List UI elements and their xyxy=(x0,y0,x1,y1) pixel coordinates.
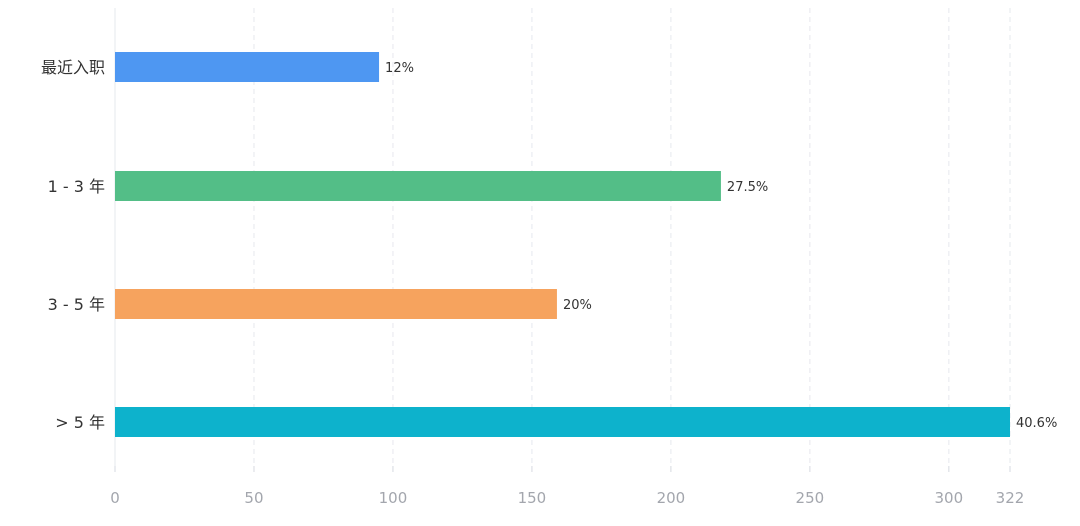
bar xyxy=(115,52,380,82)
y-axis-labels: 最近入职 1 - 3 年 3 - 5 年 > 5 年 xyxy=(41,58,105,432)
x-tick-label: 150 xyxy=(518,489,547,507)
bars xyxy=(115,52,1010,437)
y-category-label: 最近入职 xyxy=(41,58,105,77)
bar-data-label: 12% xyxy=(385,61,414,76)
x-tick-label: 300 xyxy=(935,489,964,507)
x-tick-label: 50 xyxy=(244,489,263,507)
data-labels: 12% 27.5% 20% 40.6% xyxy=(385,61,1057,431)
y-category-label: > 5 年 xyxy=(55,413,105,432)
bar-data-label: 27.5% xyxy=(727,180,768,195)
x-tick-label: 250 xyxy=(796,489,825,507)
x-tick-label: 200 xyxy=(657,489,686,507)
x-tick-label: 100 xyxy=(379,489,408,507)
x-tick-label: 0 xyxy=(110,489,120,507)
bar xyxy=(115,407,1010,437)
x-tick-label: 322 xyxy=(996,489,1025,507)
bar-data-label: 40.6% xyxy=(1016,416,1057,431)
y-category-label: 3 - 5 年 xyxy=(48,295,105,314)
grid-lines xyxy=(114,8,1011,472)
bar xyxy=(115,289,557,319)
bar-data-label: 20% xyxy=(563,298,592,313)
y-category-label: 1 - 3 年 xyxy=(48,177,105,196)
bar xyxy=(115,171,721,201)
x-axis-ticks: 0 50 100 150 200 250 300 322 xyxy=(110,489,1024,507)
